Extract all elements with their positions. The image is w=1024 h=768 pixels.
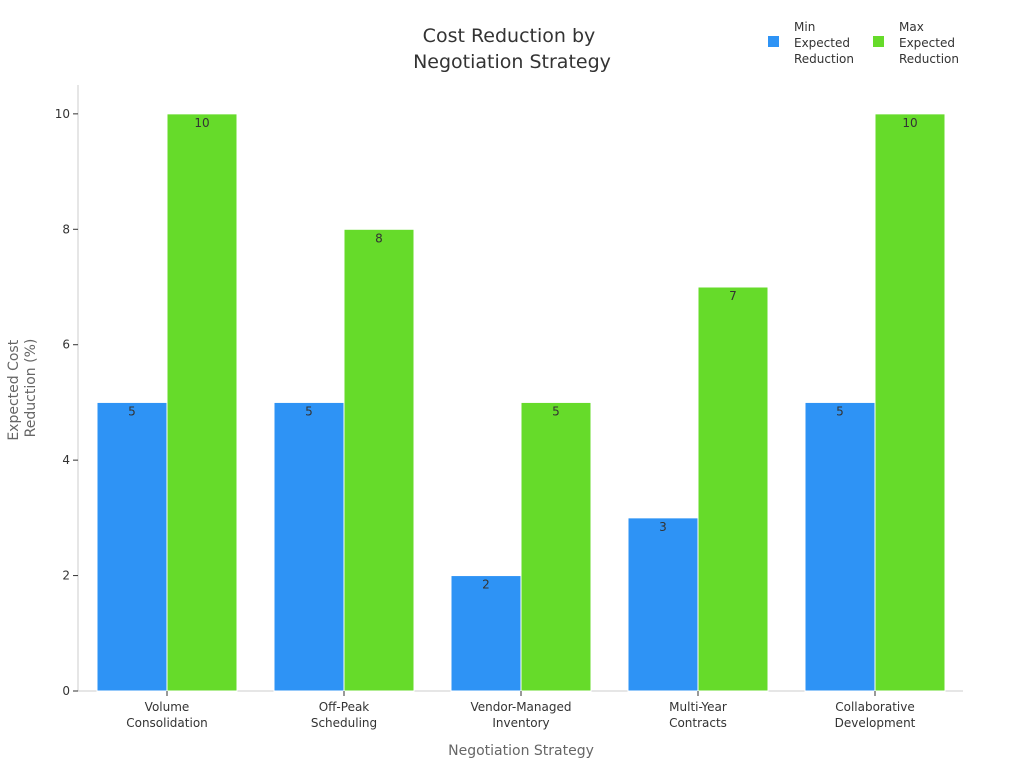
bar-value-label: 5 — [836, 404, 844, 418]
y-axis-label-line-2: Reduction (%) — [23, 339, 39, 438]
bar-min — [627, 517, 699, 692]
y-tick-label: 8 — [62, 222, 70, 236]
x-tick-label-line: Scheduling — [311, 716, 377, 730]
x-tick-label-line: Volume — [145, 700, 190, 714]
legend-label-line: Expected — [899, 36, 955, 50]
x-tick-label-line: Multi-Year — [669, 700, 727, 714]
x-tick-label: Collaborative Development — [835, 700, 916, 730]
bar-max — [874, 113, 946, 692]
x-tick-label-line: Collaborative — [835, 700, 915, 714]
chart-title-line-1: Cost Reduction by — [423, 25, 596, 47]
x-tick-label-line: Development — [835, 716, 916, 730]
legend-label: Max Expected Reduction — [899, 20, 959, 66]
x-tick-label: Off-Peak Scheduling — [311, 700, 377, 730]
y-axis-label-line-1: Expected Cost — [6, 339, 22, 440]
y-tick-label: 6 — [62, 338, 70, 352]
legend-swatch — [873, 36, 884, 47]
bar-value-label: 8 — [375, 231, 383, 245]
bar-max — [343, 228, 415, 692]
x-tick-label: Vendor-Managed Inventory — [470, 700, 571, 730]
bar-value-label: 2 — [482, 578, 490, 592]
x-tick-label: Volume Consolidation — [126, 700, 208, 730]
bar-value-label: 5 — [128, 404, 136, 418]
bar-min — [273, 401, 345, 692]
chart-title-line-2: Negotiation Strategy — [413, 51, 611, 73]
bar-value-label: 5 — [305, 404, 313, 418]
x-tick-label-line: Off-Peak — [319, 700, 370, 714]
bar-max — [166, 113, 238, 692]
legend: Min Expected Reduction Max Expected Reduction — [768, 20, 959, 66]
x-tick-label: Multi-Year Contracts — [669, 700, 727, 730]
x-tick-label-line: Inventory — [492, 716, 549, 730]
legend-label-line: Max — [899, 20, 924, 34]
x-tick-label-line: Contracts — [669, 716, 727, 730]
y-tick-label: 0 — [62, 684, 70, 698]
chart-title: Cost Reduction by Negotiation Strategy — [413, 25, 611, 73]
legend-swatch — [768, 36, 779, 47]
x-tick-label-line: Vendor-Managed — [470, 700, 571, 714]
legend-label-line: Expected — [794, 36, 850, 50]
legend-label-line: Reduction — [899, 52, 959, 66]
x-axis-label: Negotiation Strategy — [448, 743, 594, 759]
bar-max — [697, 286, 769, 692]
y-tick-label: 4 — [62, 453, 70, 467]
bar-value-label: 5 — [552, 404, 560, 418]
legend-label: Min Expected Reduction — [794, 20, 854, 66]
bar-value-label: 3 — [659, 520, 667, 534]
bar-value-label: 10 — [902, 116, 917, 130]
bar-max — [520, 401, 592, 692]
plot-area: 0 2 4 6 8 10 5 10 Volume Consolidation 5 8 Off-Peak S… — [55, 85, 963, 730]
legend-label-line: Min — [794, 20, 815, 34]
bar-min — [96, 401, 168, 692]
bar-value-label: 7 — [729, 289, 737, 303]
bar-value-label: 10 — [194, 116, 209, 130]
y-axis-label: Expected Cost Reduction (%) — [6, 335, 39, 440]
y-tick-label: 2 — [62, 569, 70, 583]
y-tick-label: 10 — [55, 107, 70, 121]
legend-label-line: Reduction — [794, 52, 854, 66]
bar-min — [450, 575, 522, 692]
bar-min — [804, 401, 876, 692]
x-tick-label-line: Consolidation — [126, 716, 208, 730]
